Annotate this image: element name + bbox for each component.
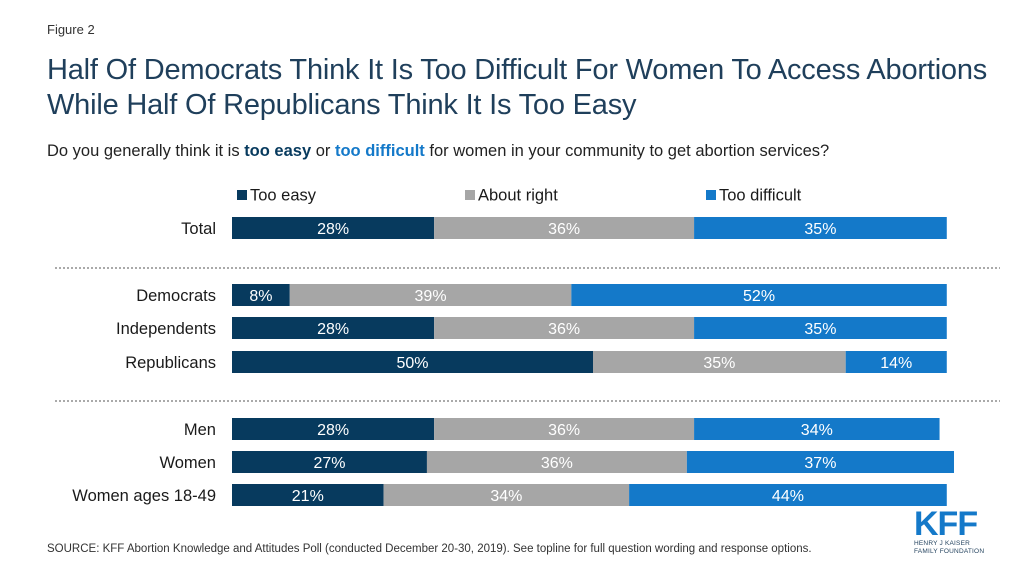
bar-segment [232, 418, 435, 440]
category-label: Women [159, 454, 216, 472]
bar-segment [571, 284, 947, 306]
data-label: 44% [772, 488, 804, 505]
data-label: 34% [490, 488, 522, 505]
category-label: Democrats [136, 287, 216, 305]
subtitle-pre: Do you generally think it is [47, 142, 245, 160]
data-label: 36% [548, 321, 580, 338]
bar-segment [232, 451, 427, 473]
bar-segment [694, 217, 947, 239]
bar-segment [434, 217, 695, 239]
category-label: Independents [116, 320, 216, 338]
bar-segment [434, 418, 695, 440]
chart-subtitle: Do you generally think it is too easy or… [47, 142, 829, 161]
bar-segment [434, 317, 695, 339]
kff-logo: KFF HENRY J KAISER FAMILY FOUNDATION [914, 505, 988, 556]
bar-segment [426, 451, 687, 473]
bar-segment [694, 418, 940, 440]
chart-title: Half Of Democrats Think It Is Too Diffic… [47, 54, 988, 121]
bar-segment [232, 284, 290, 306]
kff-logo-text: KFF [914, 505, 978, 543]
data-label: 36% [541, 455, 573, 472]
legend-label-1: About right [478, 187, 558, 205]
data-label: 34% [801, 422, 833, 439]
data-label: 37% [804, 455, 836, 472]
data-label: 28% [317, 422, 349, 439]
data-label: 52% [743, 288, 775, 305]
data-label: 39% [415, 288, 447, 305]
bar-segment [686, 451, 954, 473]
bar-segment [593, 351, 846, 373]
legend-swatch-2 [706, 190, 716, 200]
data-label: 28% [317, 321, 349, 338]
bar-segment [694, 317, 947, 339]
data-label: 28% [317, 221, 349, 238]
data-label: 21% [292, 488, 324, 505]
source-note: SOURCE: KFF Abortion Knowledge and Attit… [47, 543, 812, 555]
data-label: 35% [804, 221, 836, 238]
figure-label: Figure 2 [47, 22, 95, 37]
data-label: 36% [548, 221, 580, 238]
category-label: Men [184, 421, 216, 439]
kff-logo-line1: HENRY J KAISER [914, 540, 971, 547]
bar-segment [383, 484, 630, 506]
bar-segment [232, 351, 593, 373]
bar-segment [289, 284, 572, 306]
data-label: 8% [249, 288, 272, 305]
bar-segment [232, 217, 435, 239]
data-label: 36% [548, 422, 580, 439]
subtitle-post: for women in your community to get abort… [424, 142, 830, 160]
data-label: 14% [880, 355, 912, 372]
bar-segment [629, 484, 947, 506]
data-label: 50% [396, 355, 428, 372]
data-label: 27% [313, 455, 345, 472]
bar-segment [232, 317, 435, 339]
legend-label-0: Too easy [250, 187, 317, 205]
legend-label-2: Too difficult [719, 187, 802, 205]
data-label: 35% [804, 321, 836, 338]
legend-swatch-1 [465, 190, 475, 200]
data-label: 35% [703, 355, 735, 372]
bar-segment [232, 484, 384, 506]
category-label: Total [181, 220, 216, 238]
subtitle-too-easy: too easy [244, 142, 312, 160]
bar-segment [845, 351, 947, 373]
subtitle-mid: or [311, 142, 335, 160]
kff-logo-line2: FAMILY FOUNDATION [914, 548, 985, 555]
category-label: Women ages 18-49 [72, 487, 216, 505]
subtitle-too-difficult: too difficult [334, 142, 425, 160]
legend-swatch-0 [237, 190, 247, 200]
category-label: Republicans [125, 354, 216, 372]
